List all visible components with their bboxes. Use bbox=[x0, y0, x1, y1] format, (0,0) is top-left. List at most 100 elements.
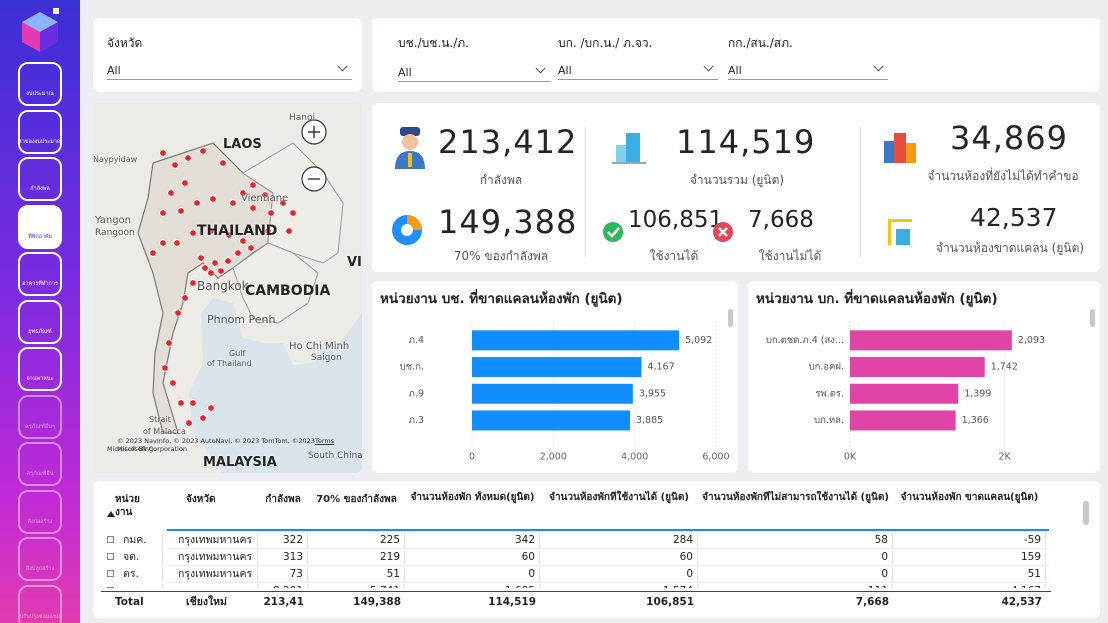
kpi-value: 42,537 bbox=[970, 203, 1057, 232]
nav-icon[interactable] bbox=[18, 205, 62, 249]
map-marker[interactable] bbox=[200, 148, 207, 155]
map-marker[interactable] bbox=[250, 205, 257, 212]
map-marker[interactable] bbox=[212, 260, 219, 267]
map-marker[interactable] bbox=[290, 210, 297, 217]
map-marker[interactable] bbox=[198, 255, 205, 262]
map-terms[interactable]: Terms bbox=[315, 437, 334, 445]
bar-chart: หน่วยงาน บก. ที่ขาดแคลนห้องพัก (ยูนิต)0K… bbox=[748, 281, 1100, 473]
nav-label: งบประมาณ bbox=[18, 90, 62, 98]
nav-icon[interactable] bbox=[18, 252, 62, 296]
map-marker[interactable] bbox=[208, 270, 215, 277]
kpi-label: กำลังพล bbox=[438, 171, 564, 190]
table-cell: 342 bbox=[405, 533, 540, 548]
table-cell: 0 bbox=[698, 567, 893, 582]
expand-icon[interactable] bbox=[107, 553, 114, 560]
nav-icon[interactable] bbox=[18, 395, 62, 439]
bar bbox=[472, 384, 633, 404]
scrollbar[interactable] bbox=[1083, 501, 1089, 525]
table-cell: 322 bbox=[258, 533, 308, 548]
crane-icon bbox=[884, 217, 914, 247]
map-marker[interactable] bbox=[168, 190, 175, 197]
map-marker[interactable] bbox=[166, 340, 173, 347]
table-cell: 111 bbox=[698, 584, 893, 588]
map-marker[interactable] bbox=[178, 208, 185, 215]
column-header: 70% ของกำลังพล bbox=[308, 493, 405, 506]
bar bbox=[850, 330, 1012, 350]
map-marker[interactable] bbox=[248, 245, 255, 252]
map-marker[interactable] bbox=[225, 258, 232, 265]
map-marker[interactable] bbox=[190, 400, 197, 407]
table-cell: กรุงเทพมหานคร bbox=[172, 550, 258, 565]
expand-icon[interactable] bbox=[107, 570, 114, 577]
map-marker[interactable] bbox=[250, 182, 257, 189]
map-marker[interactable] bbox=[286, 228, 293, 235]
map-label: Phnom Penh bbox=[207, 313, 275, 326]
nav-icon[interactable] bbox=[18, 110, 62, 154]
table-cell: 1,574 bbox=[540, 584, 698, 588]
map-label: of Malacca bbox=[143, 427, 186, 436]
map-marker[interactable] bbox=[230, 200, 237, 207]
map-label: Yangon bbox=[95, 215, 131, 226]
total-cell: 114,519 bbox=[405, 595, 540, 610]
total-cell: 42,537 bbox=[893, 595, 1046, 610]
nav-icon[interactable] bbox=[18, 62, 62, 106]
kpi-value: 34,869 bbox=[950, 119, 1068, 157]
map-marker[interactable] bbox=[220, 160, 227, 167]
table-cell: กรุงเทพมหานคร bbox=[172, 533, 258, 548]
map-marker[interactable] bbox=[208, 405, 215, 412]
scrollbar[interactable] bbox=[1090, 309, 1095, 327]
map-marker[interactable] bbox=[172, 162, 179, 169]
map-marker[interactable] bbox=[182, 295, 189, 302]
map-marker[interactable] bbox=[190, 230, 197, 237]
map-marker[interactable] bbox=[175, 310, 182, 317]
map-marker[interactable] bbox=[235, 250, 242, 257]
map-marker[interactable] bbox=[194, 200, 201, 207]
kpi-label: ใช้งานได้ bbox=[632, 247, 716, 266]
map-marker[interactable] bbox=[268, 210, 275, 217]
map-marker[interactable] bbox=[200, 415, 207, 422]
map-marker[interactable] bbox=[202, 265, 209, 272]
dropdown[interactable]: All bbox=[558, 58, 718, 80]
map-marker[interactable] bbox=[190, 280, 197, 287]
map-marker[interactable] bbox=[182, 180, 189, 187]
nav-icon[interactable] bbox=[18, 442, 62, 486]
nav-icon[interactable] bbox=[18, 537, 62, 581]
map-marker[interactable] bbox=[174, 240, 181, 247]
map-marker[interactable] bbox=[218, 268, 225, 275]
map-marker[interactable] bbox=[162, 365, 169, 372]
dropdown[interactable]: All bbox=[107, 58, 352, 80]
nav-label: กำลังพล bbox=[18, 185, 62, 193]
value-label: 2,093 bbox=[1018, 335, 1045, 346]
map-marker[interactable] bbox=[160, 150, 167, 157]
scrollbar[interactable] bbox=[728, 309, 733, 327]
nav-icon[interactable] bbox=[18, 347, 62, 391]
expand-icon[interactable] bbox=[107, 587, 114, 588]
total-line bbox=[101, 591, 1051, 592]
table-cell: 60 bbox=[540, 550, 698, 565]
map-marker[interactable] bbox=[160, 210, 167, 217]
map-marker[interactable] bbox=[150, 250, 157, 257]
map-marker[interactable] bbox=[210, 196, 217, 203]
map-marker[interactable] bbox=[186, 420, 193, 427]
nav-label: ที่พักอาศัย bbox=[18, 233, 62, 241]
map-marker[interactable] bbox=[185, 155, 192, 162]
expand-icon[interactable] bbox=[107, 536, 114, 543]
total-cell: 106,851 bbox=[540, 595, 698, 610]
row-line bbox=[167, 582, 1049, 583]
dropdown[interactable]: All bbox=[398, 60, 550, 82]
table-cell: 8,201 bbox=[258, 584, 308, 588]
nav-icon[interactable] bbox=[18, 157, 62, 201]
map-marker[interactable] bbox=[160, 240, 167, 247]
table-cell: 58 bbox=[698, 533, 893, 548]
value-label: 5,092 bbox=[685, 335, 712, 346]
table-cell: บช.ก. bbox=[117, 584, 163, 588]
map-marker[interactable] bbox=[170, 380, 177, 387]
nav-icon[interactable] bbox=[18, 300, 62, 344]
table-cell: กรุงเทพมหานคร bbox=[172, 584, 258, 588]
chart-card: หน่วยงาน บก. ที่ขาดแคลนห้องพัก (ยูนิต)0K… bbox=[748, 281, 1100, 473]
nav-label: ปรับปรุงซ่อมแซม bbox=[18, 613, 62, 621]
map-marker[interactable] bbox=[178, 400, 185, 407]
dropdown[interactable]: All bbox=[728, 58, 888, 80]
kpi-value: 7,668 bbox=[748, 207, 814, 233]
nav-icon[interactable] bbox=[18, 490, 62, 534]
